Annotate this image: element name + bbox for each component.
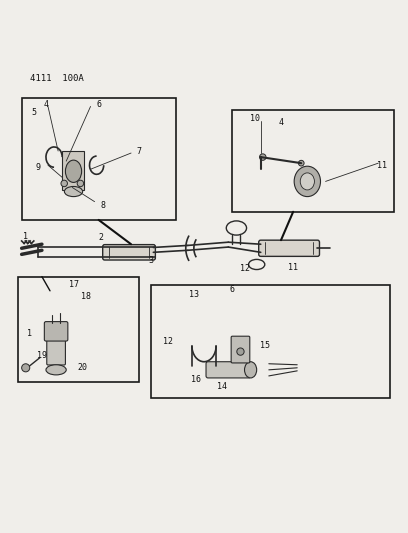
Ellipse shape bbox=[244, 362, 257, 378]
Circle shape bbox=[61, 180, 67, 187]
Bar bbox=[22, 98, 175, 220]
Ellipse shape bbox=[65, 160, 82, 182]
Text: 1: 1 bbox=[27, 329, 32, 338]
Text: 9: 9 bbox=[35, 163, 40, 172]
Ellipse shape bbox=[22, 364, 30, 372]
Circle shape bbox=[259, 154, 266, 160]
Circle shape bbox=[237, 348, 244, 355]
Circle shape bbox=[77, 180, 84, 187]
Text: 6: 6 bbox=[230, 285, 235, 294]
Text: 20: 20 bbox=[78, 364, 87, 373]
Text: 4111  100A: 4111 100A bbox=[30, 74, 84, 83]
Text: 4: 4 bbox=[279, 118, 284, 127]
FancyBboxPatch shape bbox=[44, 321, 68, 341]
Text: 5: 5 bbox=[31, 108, 36, 117]
Text: 14: 14 bbox=[217, 382, 227, 391]
Bar bbox=[18, 277, 139, 382]
Text: 19: 19 bbox=[37, 351, 47, 360]
Text: 1: 1 bbox=[23, 232, 28, 241]
Text: 4: 4 bbox=[44, 100, 49, 109]
Ellipse shape bbox=[294, 166, 321, 197]
Text: 3: 3 bbox=[149, 256, 154, 265]
Bar bbox=[151, 285, 390, 398]
Ellipse shape bbox=[300, 173, 315, 190]
Text: 7: 7 bbox=[137, 147, 142, 156]
Text: 12: 12 bbox=[239, 264, 250, 273]
Bar bbox=[233, 110, 395, 212]
FancyBboxPatch shape bbox=[47, 336, 65, 365]
Text: 8: 8 bbox=[100, 201, 105, 210]
FancyBboxPatch shape bbox=[231, 336, 250, 363]
FancyBboxPatch shape bbox=[103, 245, 155, 260]
Ellipse shape bbox=[46, 365, 66, 375]
Text: 13: 13 bbox=[189, 290, 199, 300]
Text: 6: 6 bbox=[96, 100, 101, 109]
Text: 17: 17 bbox=[69, 280, 79, 289]
Text: 2: 2 bbox=[98, 233, 103, 242]
Text: 15: 15 bbox=[260, 341, 270, 350]
Text: 12: 12 bbox=[162, 337, 173, 346]
FancyBboxPatch shape bbox=[62, 151, 84, 190]
Circle shape bbox=[298, 160, 304, 166]
FancyBboxPatch shape bbox=[206, 362, 251, 378]
Text: 16: 16 bbox=[191, 375, 201, 384]
Text: 11: 11 bbox=[288, 263, 298, 272]
Text: 11: 11 bbox=[377, 160, 387, 169]
Ellipse shape bbox=[64, 187, 83, 197]
FancyBboxPatch shape bbox=[259, 240, 319, 256]
Text: 10: 10 bbox=[250, 114, 259, 123]
Text: 18: 18 bbox=[82, 293, 91, 301]
